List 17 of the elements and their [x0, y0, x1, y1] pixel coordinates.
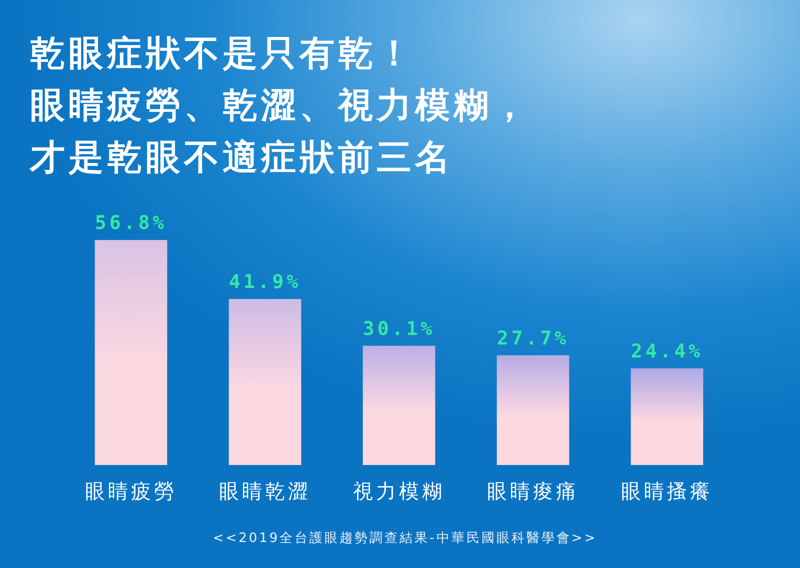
x-tick-label: 視力模糊	[353, 479, 445, 503]
x-tick-label: 眼睛搔癢	[621, 479, 713, 503]
data-label: 56.8%	[94, 212, 168, 234]
text: <<2019全台護眼趨勢調查結果-中華民國眼科醫學會>>	[212, 531, 598, 546]
bar	[94, 240, 168, 465]
x-tick-label: 眼睛疲勞	[85, 479, 177, 503]
chart-title: 乾眼症狀不是只有乾！眼睛疲勞、乾澀、視力模糊，才是乾眼不適症狀前三名	[29, 34, 530, 178]
bar	[228, 299, 302, 465]
data-label: 27.7%	[496, 327, 570, 350]
data-label: 41.9%	[228, 271, 302, 294]
x-tick-label: 眼睛痠痛	[487, 479, 579, 503]
data-label: 24.4%	[630, 340, 704, 362]
bar	[362, 346, 436, 465]
x-tick-label: 眼睛乾澀	[219, 479, 311, 503]
bar	[496, 355, 570, 465]
bar	[630, 368, 704, 465]
data-label: 30.1%	[362, 318, 436, 340]
